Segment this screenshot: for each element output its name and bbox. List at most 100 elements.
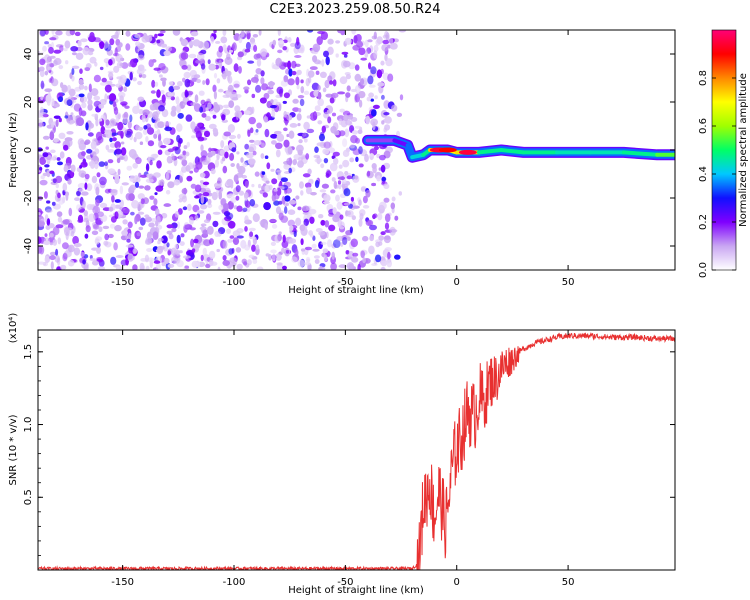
heatmap-noise-cell bbox=[163, 137, 171, 145]
heatmap-noise-cell bbox=[244, 244, 251, 251]
heatmap-noise-cell bbox=[158, 105, 165, 112]
heatmap-noise-cell bbox=[139, 262, 145, 270]
heatmap-noise-cell bbox=[209, 259, 214, 266]
heatmap-noise-cell bbox=[105, 129, 113, 139]
heatmap-noise-cell bbox=[46, 170, 51, 178]
heatmap-noise-cell bbox=[302, 173, 311, 178]
heatmap-noise-cell bbox=[380, 164, 386, 173]
heatmap-noise-cell bbox=[371, 109, 377, 117]
heatmap-noise-cell bbox=[394, 254, 401, 260]
heatmap-noise-cell bbox=[191, 135, 196, 139]
heatmap-noise-cell bbox=[137, 96, 145, 102]
snr-background bbox=[38, 330, 675, 570]
heatmap-noise-cell bbox=[229, 257, 237, 263]
heatmap-noise-cell bbox=[247, 158, 256, 165]
heatmap-noise-cell bbox=[113, 174, 120, 178]
heatmap-noise-cell bbox=[338, 164, 343, 169]
heatmap-noise-cell bbox=[182, 150, 187, 156]
heatmap-noise-cell bbox=[161, 94, 166, 104]
heatmap-noise-cell bbox=[61, 84, 68, 93]
heatmap-noise-cell bbox=[222, 254, 227, 261]
heatmap-noise-cell bbox=[127, 221, 133, 229]
heatmap-noise-cell bbox=[115, 265, 123, 270]
heatmap-noise-cell bbox=[370, 118, 378, 126]
heatmap-noise-cell bbox=[97, 266, 106, 270]
heatmap-noise-cell bbox=[88, 213, 96, 222]
heatmap-noise-cell bbox=[84, 182, 88, 190]
heatmap-noise-cell bbox=[160, 145, 167, 149]
heatmap-noise-cell bbox=[335, 53, 339, 58]
heatmap-noise-cell bbox=[379, 154, 386, 161]
heatmap-noise-cell bbox=[107, 149, 115, 153]
heatmap-noise-cell bbox=[167, 91, 173, 97]
heatmap-noise-cell bbox=[235, 185, 241, 193]
heatmap-noise-cell bbox=[208, 123, 217, 130]
heatmap-noise-cell bbox=[146, 127, 155, 135]
heatmap-noise-cell bbox=[381, 120, 385, 125]
heatmap-noise-cell bbox=[181, 188, 188, 195]
heatmap-noise-cell bbox=[294, 248, 299, 258]
heatmap-noise-cell bbox=[92, 223, 100, 230]
heatmap-noise-cell bbox=[383, 235, 391, 244]
heatmap-noise-cell bbox=[104, 84, 112, 93]
heatmap-noise-cell bbox=[262, 192, 268, 198]
heatmap-noise-cell bbox=[194, 94, 199, 103]
heatmap-noise-cell bbox=[107, 168, 116, 174]
heatmap-noise-cell bbox=[62, 253, 68, 262]
heatmap-noise-cell bbox=[194, 195, 200, 199]
heatmap-noise-cell bbox=[275, 149, 281, 158]
heatmap-noise-cell bbox=[72, 235, 79, 245]
y-tick-label: 40 bbox=[23, 48, 34, 61]
heatmap-noise-cell bbox=[215, 40, 221, 44]
heatmap-noise-cell bbox=[322, 148, 330, 155]
heatmap-noise-cell bbox=[390, 202, 395, 210]
heatmap-noise-cell bbox=[374, 145, 379, 151]
heatmap-noise-cell bbox=[107, 159, 114, 164]
heatmap-noise-cell bbox=[56, 157, 61, 161]
heatmap-noise-cell bbox=[214, 182, 222, 189]
heatmap-noise-cell bbox=[227, 193, 235, 197]
heatmap-noise-cell bbox=[80, 172, 86, 178]
heatmap-noise-cell bbox=[362, 257, 366, 264]
heatmap-noise-cell bbox=[267, 89, 275, 95]
heatmap-noise-cell bbox=[327, 116, 332, 124]
heatmap-noise-cell bbox=[60, 264, 67, 270]
heatmap-noise-cell bbox=[200, 204, 208, 210]
heatmap-noise-cell bbox=[159, 74, 163, 78]
heatmap-noise-cell bbox=[126, 238, 131, 243]
heatmap-noise-cell bbox=[253, 140, 262, 146]
heatmap-noise-cell bbox=[191, 260, 199, 268]
heatmap-noise-cell bbox=[87, 99, 93, 106]
heatmap-noise-cell bbox=[379, 201, 387, 210]
heatmap-noise-cell bbox=[253, 44, 258, 53]
heatmap-noise-cell bbox=[78, 93, 85, 98]
heatmap-noise-cell bbox=[67, 259, 75, 267]
heatmap-noise-cell bbox=[300, 86, 305, 94]
heatmap-noise-cell bbox=[202, 230, 208, 237]
heatmap-noise-cell bbox=[331, 177, 336, 182]
heatmap-noise-cell bbox=[137, 211, 145, 215]
heatmap-noise-cell bbox=[73, 243, 82, 247]
heatmap-noise-cell bbox=[58, 96, 63, 102]
heatmap-noise-cell bbox=[345, 92, 351, 98]
heatmap-noise-cell bbox=[367, 75, 374, 85]
heatmap-noise-cell bbox=[90, 141, 97, 150]
heatmap-noise-cell bbox=[277, 49, 283, 54]
heatmap-noise-cell bbox=[38, 212, 41, 216]
heatmap-noise-cell bbox=[144, 254, 149, 263]
heatmap-noise-cell bbox=[342, 159, 350, 168]
y-tick-label: 0.5 bbox=[23, 489, 34, 505]
heatmap-noise-cell bbox=[222, 44, 227, 52]
heatmap-noise-cell bbox=[261, 177, 269, 182]
heatmap-noise-cell bbox=[210, 36, 215, 44]
heatmap-noise-cell bbox=[218, 204, 224, 211]
heatmap-noise-cell bbox=[222, 260, 230, 266]
heatmap-noise-cell bbox=[93, 95, 101, 101]
heatmap-noise-cell bbox=[273, 188, 278, 192]
heatmap-noise-cell bbox=[66, 84, 72, 94]
heatmap-noise-cell bbox=[202, 247, 207, 256]
heatmap-noise-cell bbox=[172, 30, 181, 36]
heatmap-noise-cell bbox=[221, 70, 227, 80]
heatmap-noise-cell bbox=[39, 245, 45, 255]
heatmap-noise-cell bbox=[97, 211, 104, 217]
